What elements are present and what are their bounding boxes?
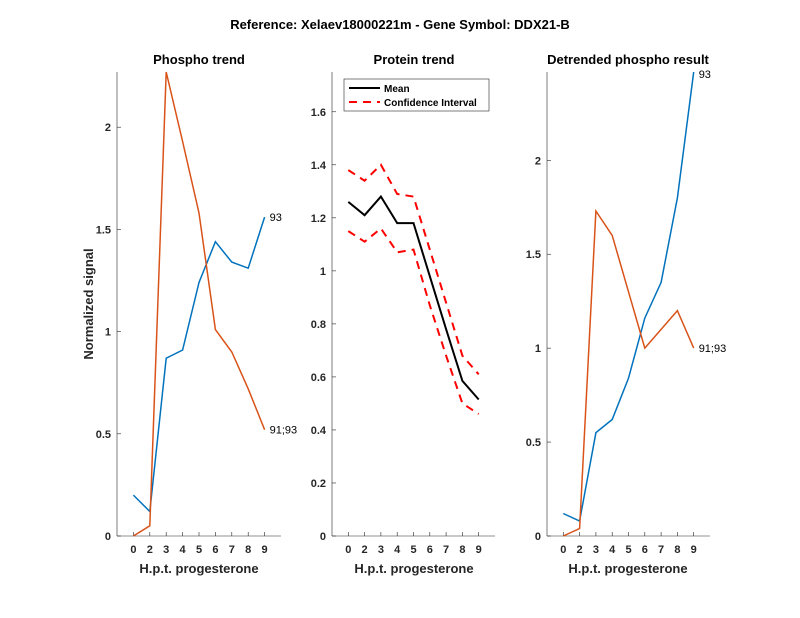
legend-entry-ci: Confidence Interval (384, 98, 477, 109)
y-tick-label: 0 (535, 531, 541, 543)
x-tick-label: 8 (674, 544, 680, 556)
y-tick-label: 0.6 (311, 372, 326, 384)
series-label-93: 93 (699, 69, 711, 81)
legend-box (343, 78, 490, 112)
y-tick-label: 0.4 (311, 425, 327, 437)
x-tick-label: 8 (245, 544, 251, 556)
x-tick-label: 9 (476, 544, 482, 556)
x-axis-label: H.p.t. progesterone (354, 561, 473, 576)
y-tick-label: 1 (320, 266, 326, 278)
figure-suptitle: Reference: Xelaev18000221m - Gene Symbol… (230, 17, 570, 32)
series-line-93 (132, 216, 266, 514)
y-tick-label: 0.8 (311, 319, 326, 331)
x-axis-label: H.p.t. progesterone (568, 561, 687, 576)
y-tick-label: 2 (535, 155, 541, 167)
x-tick-label: 2 (362, 544, 368, 556)
chart-title: Phospho trend (153, 52, 245, 67)
axes-detrended-phospho: 0 2 3 4 5 6 7 8 900.511.52 Detrended phospho res… (526, 52, 727, 576)
x-tick-label: 6 (427, 544, 433, 556)
x-tick-label: 4 (180, 544, 187, 556)
axes-protein-trend: 0 2 3 4 5 6 7 8 900.20.40.60.811.21.41.6 Protein… (311, 52, 495, 576)
chart-title: Protein trend (374, 52, 455, 67)
series-label-91-93: 91;93 (699, 343, 727, 355)
y-tick-label: 1 (105, 327, 111, 339)
x-tick-label: 5 (625, 544, 631, 556)
y-tick-label: 2 (105, 122, 111, 134)
y-tick-label: 1.6 (311, 107, 326, 119)
x-tick-label: 3 (378, 544, 384, 556)
y-axis-label: Normalized signal (81, 248, 96, 359)
x-tick-label: 5 (196, 544, 202, 556)
x-tick-label: 7 (229, 544, 235, 556)
x-tick-label: 7 (658, 544, 664, 556)
x-tick-label: 5 (410, 544, 416, 556)
y-tick-label: 1.4 (311, 160, 327, 172)
x-tick-label: 7 (443, 544, 449, 556)
x-axis-label: H.p.t. progesterone (139, 561, 258, 576)
y-tick-label: 0 (320, 531, 326, 543)
y-tick-label: 1.5 (526, 249, 541, 261)
axes-phospho-trend: 0 2 3 4 5 6 7 8 900.511.52 Phospho trend H.p.t. … (81, 52, 297, 576)
legend: Mean Confidence Interval (343, 78, 490, 112)
series-line-confidence-interval-lower (347, 226, 480, 415)
x-tick-label: 9 (691, 544, 697, 556)
y-tick-label: 1.5 (96, 224, 111, 236)
series-line-mean (347, 194, 480, 401)
y-tick-label: 0.2 (311, 478, 326, 490)
y-tick-label: 1 (535, 343, 541, 355)
y-tick-label: 0 (105, 531, 111, 543)
x-tick-label: 0 (130, 544, 136, 556)
x-tick-label: 6 (212, 544, 218, 556)
legend-entry-mean: Mean (384, 84, 410, 95)
series-line-91-93 (562, 208, 695, 537)
x-tick-label: 9 (262, 544, 268, 556)
x-tick-label: 4 (609, 544, 616, 556)
x-tick-label: 0 (560, 544, 566, 556)
x-tick-label: 6 (642, 544, 648, 556)
series-label-91-93: 91;93 (270, 425, 298, 437)
y-tick-label: 0.5 (96, 429, 111, 441)
x-tick-label: 2 (147, 544, 153, 556)
x-tick-label: 8 (459, 544, 465, 556)
series-line-confidence-interval-upper (347, 163, 480, 375)
chart-title: Detrended phospho result (547, 52, 709, 67)
x-tick-label: 3 (163, 544, 169, 556)
x-tick-label: 2 (577, 544, 583, 556)
y-tick-label: 1.2 (311, 213, 326, 225)
x-tick-label: 3 (593, 544, 599, 556)
series-line-93 (562, 71, 695, 523)
x-tick-label: 4 (394, 544, 401, 556)
x-tick-label: 0 (345, 544, 351, 556)
series-line-91-93 (133, 71, 266, 537)
y-tick-label: 0.5 (526, 437, 541, 449)
series-label-93: 93 (270, 212, 282, 224)
